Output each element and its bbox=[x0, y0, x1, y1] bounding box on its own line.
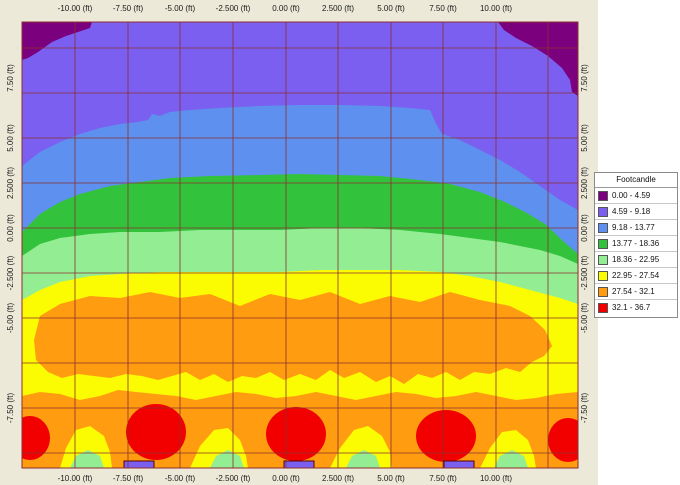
legend-label: 0.00 - 4.59 bbox=[612, 188, 650, 203]
legend-item: 4.59 - 9.18 bbox=[595, 204, 677, 220]
legend-label: 27.54 - 32.1 bbox=[612, 284, 655, 299]
legend-swatch bbox=[598, 287, 608, 297]
hotspot-4 bbox=[416, 410, 476, 462]
x-tick-label-bottom: 2.500 (ft) bbox=[322, 474, 354, 483]
x-tick-label-top: 10.00 (ft) bbox=[480, 4, 512, 13]
x-tick-label-top: -7.50 (ft) bbox=[113, 4, 144, 13]
y-tick-label-left: -5.00 (ft) bbox=[6, 303, 15, 334]
y-tick-label-right: 0.00 (ft) bbox=[580, 214, 589, 242]
legend-label: 22.95 - 27.54 bbox=[612, 268, 659, 283]
x-tick-label-bottom: 7.50 (ft) bbox=[429, 474, 457, 483]
footcandle-legend: Footcandle 0.00 - 4.59 4.59 - 9.18 9.18 - … bbox=[594, 172, 678, 318]
isolux-contour-plot[interactable]: -10.00 (ft) -10.00 (ft) -7.50 (ft) -7.50 (f… bbox=[0, 0, 598, 485]
legend-label: 13.77 - 18.36 bbox=[612, 236, 659, 251]
legend-swatch bbox=[598, 303, 608, 313]
legend-label: 9.18 - 13.77 bbox=[612, 220, 655, 235]
x-tick-label-top: 2.500 (ft) bbox=[322, 4, 354, 13]
legend-label: 4.59 - 9.18 bbox=[612, 204, 650, 219]
legend-item: 27.54 - 32.1 bbox=[595, 284, 677, 300]
y-tick-label-right: -7.50 (ft) bbox=[580, 393, 589, 424]
x-tick-label-bottom: -2.500 (ft) bbox=[216, 474, 251, 483]
x-tick-label-bottom: 0.00 (ft) bbox=[272, 474, 300, 483]
x-tick-label-bottom: -7.50 (ft) bbox=[113, 474, 144, 483]
y-tick-label-right: -5.00 (ft) bbox=[580, 303, 589, 334]
contour-band-27.54-32.1 bbox=[34, 292, 552, 384]
legend-label: 18.36 - 22.95 bbox=[612, 252, 659, 267]
legend-swatch bbox=[598, 223, 608, 233]
y-tick-label-left: 5.00 (ft) bbox=[6, 124, 15, 152]
x-tick-label-bottom: -10.00 (ft) bbox=[58, 474, 93, 483]
legend-swatch bbox=[598, 239, 608, 249]
legend-swatch bbox=[598, 255, 608, 265]
x-tick-label-bottom: 5.00 (ft) bbox=[377, 474, 405, 483]
x-tick-label-top: -5.00 (ft) bbox=[165, 4, 196, 13]
legend-item: 32.1 - 36.7 bbox=[595, 300, 677, 315]
legend-label: 32.1 - 36.7 bbox=[612, 300, 650, 315]
y-tick-label-left: -2.500 (ft) bbox=[6, 255, 15, 290]
y-tick-label-right: 5.00 (ft) bbox=[580, 124, 589, 152]
x-tick-label-bottom: -5.00 (ft) bbox=[165, 474, 196, 483]
y-tick-label-left: 7.50 (ft) bbox=[6, 64, 15, 92]
legend-swatch bbox=[598, 271, 608, 281]
legend-item: 9.18 - 13.77 bbox=[595, 220, 677, 236]
legend-item: 22.95 - 27.54 bbox=[595, 268, 677, 284]
legend-item: 0.00 - 4.59 bbox=[595, 188, 677, 204]
hotspot-5 bbox=[548, 418, 588, 462]
legend-title: Footcandle bbox=[595, 173, 677, 188]
y-tick-label-right: 2.500 (ft) bbox=[580, 167, 589, 199]
legend-item: 18.36 - 22.95 bbox=[595, 252, 677, 268]
x-tick-label-top: -10.00 (ft) bbox=[58, 4, 93, 13]
legend-rows: 0.00 - 4.59 4.59 - 9.18 9.18 - 13.77 13.77 … bbox=[595, 188, 677, 315]
legend-item: 13.77 - 18.36 bbox=[595, 236, 677, 252]
x-tick-label-top: 5.00 (ft) bbox=[377, 4, 405, 13]
x-tick-label-top: 7.50 (ft) bbox=[429, 4, 457, 13]
legend-swatch bbox=[598, 191, 608, 201]
y-tick-label-left: -7.50 (ft) bbox=[6, 393, 15, 424]
isolux-plot-frame: -10.00 (ft) -10.00 (ft) -7.50 (ft) -7.50 (f… bbox=[0, 0, 598, 485]
hotspot-2 bbox=[126, 404, 186, 460]
x-tick-label-bottom: 10.00 (ft) bbox=[480, 474, 512, 483]
y-tick-label-right: -2.500 (ft) bbox=[580, 255, 589, 290]
x-tick-label-top: 0.00 (ft) bbox=[272, 4, 300, 13]
y-tick-label-right: 7.50 (ft) bbox=[580, 64, 589, 92]
y-tick-label-left: 2.500 (ft) bbox=[6, 167, 15, 199]
y-tick-label-left: 0.00 (ft) bbox=[6, 214, 15, 242]
x-tick-label-top: -2.500 (ft) bbox=[216, 4, 251, 13]
legend-swatch bbox=[598, 207, 608, 217]
